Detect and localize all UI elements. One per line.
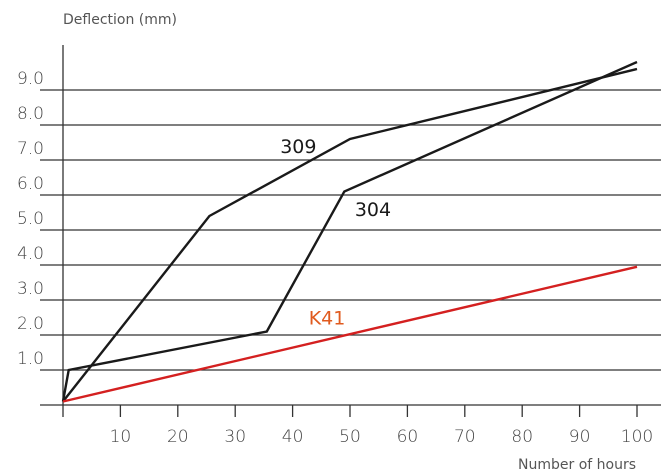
y-tick-label: 1.0: [17, 349, 44, 369]
x-tick-label: 70: [454, 427, 476, 447]
tick-labels: 1.0 2.0 3.0 4.0 5.0 6.0 7.0 8.0 9.0 10 20 30 40 50 60 7…: [17, 69, 653, 447]
y-tick-label: 4.0: [17, 244, 44, 264]
series-line-309: [62, 67, 638, 403]
x-tick-label: 30: [224, 427, 246, 447]
x-tick-label: 80: [511, 427, 533, 447]
series-line-304: [61, 60, 638, 402]
y-tick-label: 9.0: [17, 69, 44, 89]
series-label-309: 309: [280, 136, 316, 158]
x-tick-label: 20: [167, 427, 189, 447]
gridlines: [40, 89, 661, 371]
x-tick-label: 50: [339, 427, 361, 447]
y-tick-label: 7.0: [17, 139, 44, 159]
x-tick-label: 10: [110, 427, 132, 447]
x-tick-label: 100: [621, 427, 653, 447]
x-axis-title: Number of hours: [518, 457, 636, 473]
y-tick-label: 6.0: [17, 174, 44, 194]
series-line-K41: [62, 265, 638, 403]
series-label-304: 304: [355, 199, 391, 221]
y-tick-label: 5.0: [17, 209, 44, 229]
axes: [40, 45, 661, 417]
y-tick-label: 8.0: [17, 104, 44, 124]
x-tick-label: 40: [282, 427, 304, 447]
y-tick-label: 3.0: [17, 279, 44, 299]
y-tick-label: 2.0: [17, 314, 44, 334]
y-axis-title: Deflection (mm): [63, 12, 177, 28]
series-lines: [61, 60, 638, 403]
series-labels: 309 304 K41: [280, 136, 391, 330]
series-label-K41: K41: [309, 308, 346, 330]
x-tick-label: 90: [569, 427, 591, 447]
x-tick-label: 60: [397, 427, 419, 447]
